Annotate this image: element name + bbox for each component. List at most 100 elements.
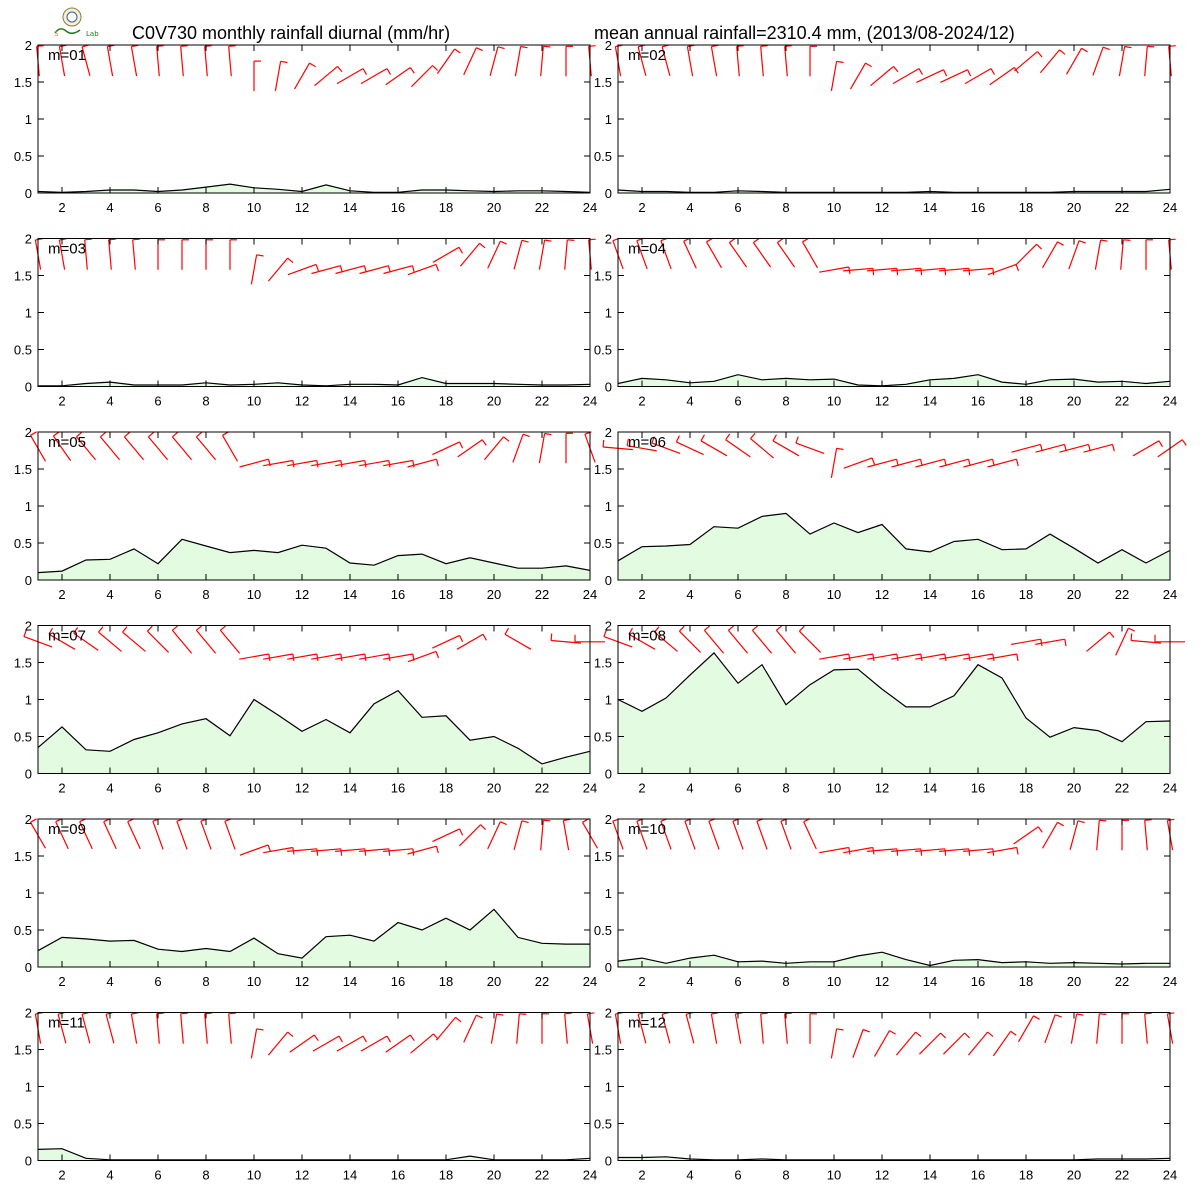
x-tick-label: 14 (923, 781, 937, 796)
x-tick-label: 2 (638, 587, 645, 602)
wind-barb-21 (516, 1013, 527, 1044)
wind-barb-12 (287, 459, 319, 468)
x-tick-label: 24 (1163, 200, 1177, 215)
wind-barb-18 (432, 634, 464, 649)
wind-barb-23 (564, 239, 575, 270)
wind-barb-18 (1013, 826, 1043, 845)
y-tick-label: 0 (25, 1154, 32, 1169)
wind-barb-11 (274, 60, 288, 92)
wind-barb-7 (760, 45, 768, 77)
y-tick-label: 0 (605, 960, 612, 975)
x-tick-label: 14 (343, 974, 357, 989)
plot-frame (617, 818, 1171, 968)
y-tick-label: 0 (25, 767, 32, 782)
y-tick-label: 0.5 (594, 730, 612, 745)
x-tick-label: 24 (583, 394, 597, 409)
x-tick-label: 6 (154, 781, 161, 796)
wind-barb-9 (801, 237, 819, 269)
wind-barb-20 (1068, 240, 1086, 270)
rain-line (37, 689, 591, 765)
x-tick-label: 24 (583, 781, 597, 796)
x-tick-label: 2 (638, 781, 645, 796)
x-tick-label: 20 (487, 1168, 501, 1183)
x-tick-label: 2 (638, 1168, 645, 1183)
x-tick-label: 24 (583, 974, 597, 989)
x-tick-label: 4 (686, 200, 693, 215)
y-tick-label: 0 (605, 186, 612, 201)
x-tick-label: 24 (1163, 587, 1177, 602)
wind-barb-9 (219, 625, 241, 654)
x-tick-label: 10 (247, 587, 261, 602)
wind-barb-10 (819, 846, 851, 855)
wind-barb-7 (756, 818, 768, 850)
y-tick-label: 1 (25, 886, 32, 901)
x-tick-label: 20 (1067, 394, 1081, 409)
y-tick-label: 1.5 (14, 75, 32, 90)
x-tick-label: 22 (1115, 1168, 1129, 1183)
wind-barb-12 (867, 848, 899, 856)
wind-barb-20 (490, 1013, 504, 1044)
x-tick-label: 18 (1019, 1168, 1033, 1183)
x-tick-label: 12 (875, 200, 889, 215)
wind-barb-15 (940, 69, 972, 83)
wind-barb-10 (253, 60, 261, 92)
x-tick-label: 20 (487, 587, 501, 602)
wind-barb-16 (383, 459, 415, 468)
x-tick-label: 24 (583, 200, 597, 215)
wind-barb-7 (751, 625, 773, 654)
wind-barb-16 (963, 848, 995, 856)
wind-barb-14 (335, 653, 367, 662)
wind-barb-15 (939, 267, 971, 276)
wind-barb-13 (311, 848, 343, 856)
x-tick-label: 6 (154, 1168, 161, 1183)
x-tick-label: 2 (58, 394, 65, 409)
y-tick-label: 0 (25, 573, 32, 588)
wind-barb-22 (1115, 627, 1135, 656)
wind-barb-23 (1130, 633, 1161, 644)
panel-m=03: 00.511.522 4 6 8 10 12 14 16 18 20 22 24m=03 (14, 232, 597, 409)
wind-barb-14 (335, 848, 367, 856)
x-tick-label: 6 (734, 394, 741, 409)
x-tick-label: 20 (487, 200, 501, 215)
wind-barb-19 (459, 242, 486, 267)
wind-barb-10 (830, 447, 844, 479)
wind-barb-4 (675, 435, 704, 456)
wind-barb-20 (487, 240, 507, 269)
x-tick-label: 20 (1067, 974, 1081, 989)
wind-barb-19 (457, 439, 487, 458)
wind-barb-16 (963, 267, 995, 276)
wind-barb-6 (146, 625, 170, 653)
wind-barb-12 (287, 848, 319, 856)
x-tick-label: 14 (343, 200, 357, 215)
x-tick-label: 22 (1115, 200, 1129, 215)
y-tick-label: 0.5 (594, 1117, 612, 1132)
x-tick-label: 18 (1019, 974, 1033, 989)
x-tick-label: 8 (782, 394, 789, 409)
wind-barb-23 (1132, 440, 1164, 457)
wind-barb-8 (775, 625, 797, 654)
y-tick-label: 1 (605, 693, 612, 708)
panel-label: m=07 (48, 628, 86, 645)
wind-barb-16 (383, 265, 415, 275)
x-tick-label: 16 (391, 587, 405, 602)
x-tick-label: 20 (1067, 781, 1081, 796)
wind-barb-14 (916, 69, 948, 83)
plot-frame (37, 238, 591, 387)
x-tick-label: 14 (923, 587, 937, 602)
wind-barb-7 (176, 818, 188, 850)
x-tick-label: 10 (827, 781, 841, 796)
wind-barb-5 (705, 237, 723, 269)
y-tick-label: 1 (605, 886, 612, 901)
x-tick-label: 14 (923, 200, 937, 215)
wind-barb-15 (360, 68, 392, 85)
wind-barb-24 (1166, 1012, 1175, 1044)
wind-barb-9 (798, 625, 822, 653)
x-tick-label: 16 (391, 200, 405, 215)
y-tick-label: 0.5 (14, 923, 32, 938)
x-tick-label: 18 (439, 394, 453, 409)
x-tick-label: 12 (295, 974, 309, 989)
wind-barb-21 (514, 45, 528, 77)
wind-barb-1 (614, 1012, 623, 1044)
x-tick-label: 22 (1115, 394, 1129, 409)
x-tick-label: 4 (106, 1168, 113, 1183)
